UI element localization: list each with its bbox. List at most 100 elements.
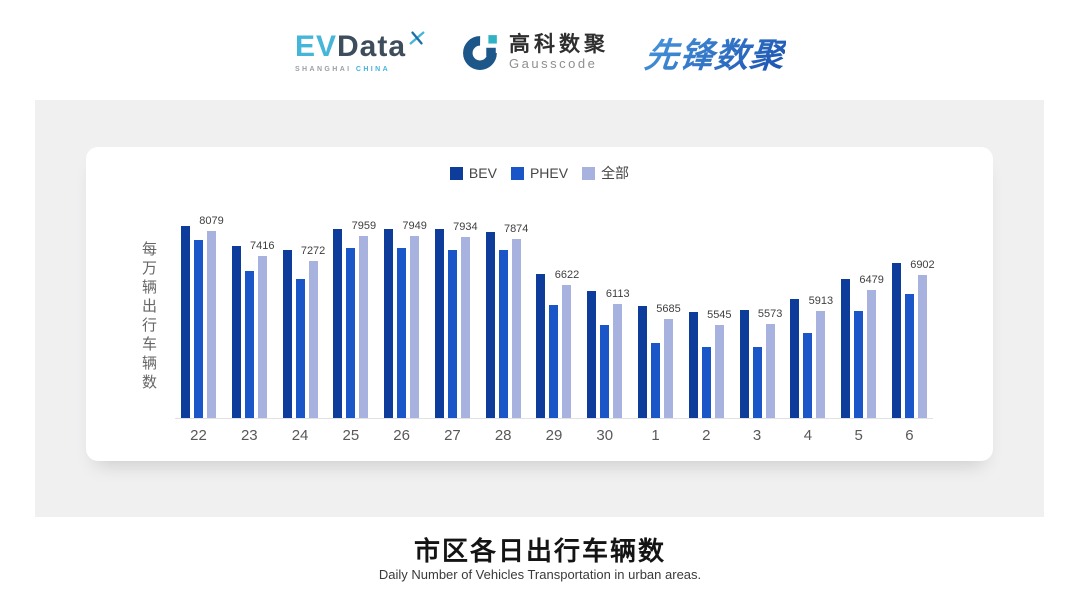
evdata-ev-text: EV — [294, 29, 337, 63]
bar-phev — [752, 347, 762, 418]
bar-phev — [549, 305, 559, 418]
gausscode-logo: 高科数聚 Gausscode — [462, 33, 609, 72]
evdata-sub-left: SHANGHAI — [294, 65, 352, 73]
legend: BEV PHEV 全部 — [86, 163, 993, 183]
bar-phev — [397, 248, 407, 418]
legend-swatch-phev — [510, 166, 524, 180]
bar-phev — [295, 279, 305, 418]
bar-phev — [803, 333, 813, 418]
bar-all — [613, 304, 623, 418]
bar-bev — [333, 229, 343, 418]
bar-group: 7959 — [333, 216, 376, 418]
bar-phev — [854, 311, 864, 418]
bar-value-label: 6113 — [605, 288, 630, 300]
x-tick-label: 26 — [393, 427, 410, 444]
x-tick-label: 1 — [651, 427, 660, 444]
gausscode-cn-text: 高科数聚 — [509, 32, 610, 56]
x-tick-label: 29 — [545, 427, 563, 444]
bar-bev — [688, 312, 698, 418]
legend-label-phev: PHEV — [529, 165, 569, 181]
bar-all — [460, 237, 470, 418]
legend-item-phev[interactable]: PHEV — [510, 165, 569, 181]
header-logos: EV Data SHANGHAI CHINA 高科数聚 Gausscode 先锋… — [0, 16, 1080, 88]
legend-item-all[interactable]: 全部 — [582, 163, 629, 183]
legend-label-bev: BEV — [468, 165, 497, 181]
bar-bev — [587, 291, 597, 418]
bar-group: 6622 — [536, 216, 579, 418]
bar-bev — [790, 299, 800, 418]
bar-phev — [701, 347, 711, 418]
bar-bev — [841, 279, 851, 418]
evdata-subtitle: SHANGHAI CHINA — [295, 66, 426, 73]
chart-card: BEV PHEV 全部 每万辆出行车辆数 8079 7416 7272 7959 7949 7… — [86, 147, 993, 461]
evdata-logo: EV Data SHANGHAI CHINA — [294, 29, 426, 73]
bar-value-label: 7874 — [503, 223, 529, 235]
bar-bev — [536, 274, 546, 418]
bar-bev — [739, 310, 749, 418]
x-tick-label: 4 — [803, 427, 813, 444]
bar-bev — [181, 226, 190, 418]
bar-phev — [346, 248, 356, 418]
bar-bev — [282, 250, 292, 418]
bar-value-label: 7934 — [453, 221, 478, 233]
bar-all — [867, 290, 877, 418]
bar-bev — [231, 246, 241, 418]
bar-all — [664, 319, 674, 418]
bar-plot: 8079 7416 7272 7959 7949 7934 7874 6622 6113 5685… — [181, 215, 935, 418]
bar-value-label: 5913 — [808, 295, 834, 307]
legend-swatch-bev — [449, 166, 463, 180]
bar-value-label: 5545 — [707, 309, 732, 321]
bar-all — [410, 236, 420, 418]
y-axis-label-wrap: 每万辆出行车辆数 — [138, 216, 159, 418]
x-tick-label: 23 — [240, 427, 258, 444]
bar-bev — [638, 306, 648, 418]
bar-all — [207, 231, 216, 418]
y-axis-label: 每万辆出行车辆数 — [140, 241, 157, 393]
x-axis-tick-labels: 22 23 24 25 26 27 28 29 30 1 2 3 4 5 6 — [181, 427, 927, 444]
x-tick-label: 25 — [342, 427, 360, 444]
bar-all — [714, 325, 724, 418]
bar-bev — [891, 263, 901, 418]
x-tick-label: 6 — [905, 427, 914, 444]
page-title: 市区各日出行车辆数 — [413, 536, 666, 566]
legend-item-bev[interactable]: BEV — [449, 165, 497, 181]
xianfeng-logo: 先锋数聚 — [642, 28, 787, 77]
bar-group: 6479 — [841, 216, 884, 418]
legend-swatch-all — [582, 166, 596, 180]
bar-phev — [447, 250, 457, 418]
bar-group: 5685 — [638, 216, 681, 418]
bar-all — [308, 261, 318, 418]
x-axis-line — [175, 418, 933, 419]
x-tick-label: 5 — [854, 427, 863, 444]
bar-phev — [194, 240, 203, 418]
bar-group: 6113 — [587, 216, 630, 418]
bar-all — [765, 324, 775, 418]
bar-value-label: 7416 — [250, 240, 275, 252]
bar-value-label: 5685 — [656, 303, 681, 315]
bar-bev — [434, 229, 444, 418]
x-tick-label: 30 — [596, 427, 614, 444]
x-tick-label: 24 — [291, 427, 309, 444]
bar-value-label: 6902 — [910, 259, 935, 271]
bar-phev — [498, 250, 508, 418]
bar-all — [816, 311, 826, 418]
bar-bev — [384, 229, 394, 418]
bar-group: 5913 — [790, 216, 833, 418]
bar-value-label: 8079 — [199, 215, 224, 227]
evdata-wordmark: EV Data — [294, 29, 426, 63]
bar-value-label: 5573 — [757, 308, 783, 320]
bar-group: 7934 — [434, 216, 478, 418]
evdata-data-text: Data — [337, 29, 407, 63]
x-tick-label: 27 — [444, 427, 461, 444]
x-tick-label: 28 — [494, 427, 512, 444]
bar-all — [359, 236, 369, 418]
x-tick-label: 2 — [702, 427, 711, 444]
evdata-sub-right: CHINA — [355, 65, 391, 73]
bar-phev — [244, 271, 254, 418]
legend-label-all: 全部 — [601, 165, 630, 181]
bar-phev — [904, 294, 914, 418]
page-subtitle: Daily Number of Vehicles Transportation … — [378, 567, 702, 582]
bar-group: 7874 — [485, 216, 528, 418]
evdata-star-icon — [409, 30, 425, 45]
x-tick-label: 3 — [752, 427, 762, 444]
